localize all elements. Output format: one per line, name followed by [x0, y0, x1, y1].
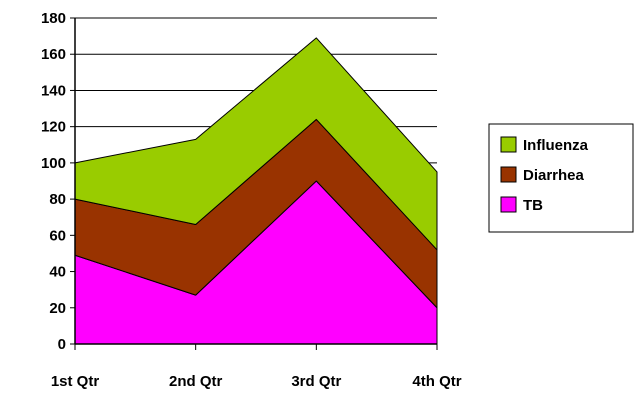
x-tick-label: 2nd Qtr	[169, 373, 222, 390]
y-tick-label: 100	[41, 155, 66, 172]
y-tick-label: 160	[41, 46, 66, 63]
x-tick-label: 4th Qtr	[412, 373, 461, 390]
area-influenza	[74, 37, 438, 251]
legend-swatch-tb	[500, 196, 517, 213]
y-tick-label: 40	[49, 264, 66, 281]
y-tick-label: 140	[41, 82, 66, 99]
y-tick-label: 0	[58, 336, 66, 353]
x-tick-label: 3rd Qtr	[291, 373, 341, 390]
legend-label-influenza: Influenza	[523, 137, 589, 154]
x-tick-label: 1st Qtr	[51, 373, 100, 390]
y-tick-label: 80	[49, 191, 66, 208]
legend-label-diarrhea: Diarrhea	[523, 167, 585, 184]
series-areas	[74, 37, 438, 345]
legend: Influenza Diarrhea TB	[488, 123, 634, 233]
y-tick-label: 120	[41, 119, 66, 136]
y-tick-label: 60	[49, 227, 66, 244]
legend-swatch-diarrhea	[500, 166, 517, 183]
y-tick-label: 180	[41, 10, 66, 27]
axes	[70, 17, 438, 350]
y-axis-tick-labels: 0 20 40 60 80 100 120 140 160 180	[41, 10, 66, 353]
legend-label-tb: TB	[523, 197, 543, 214]
legend-swatch-influenza	[500, 136, 517, 153]
x-axis-tick-labels: 1st Qtr 2nd Qtr 3rd Qtr 4th Qtr	[51, 373, 462, 390]
y-tick-label: 20	[49, 300, 66, 317]
